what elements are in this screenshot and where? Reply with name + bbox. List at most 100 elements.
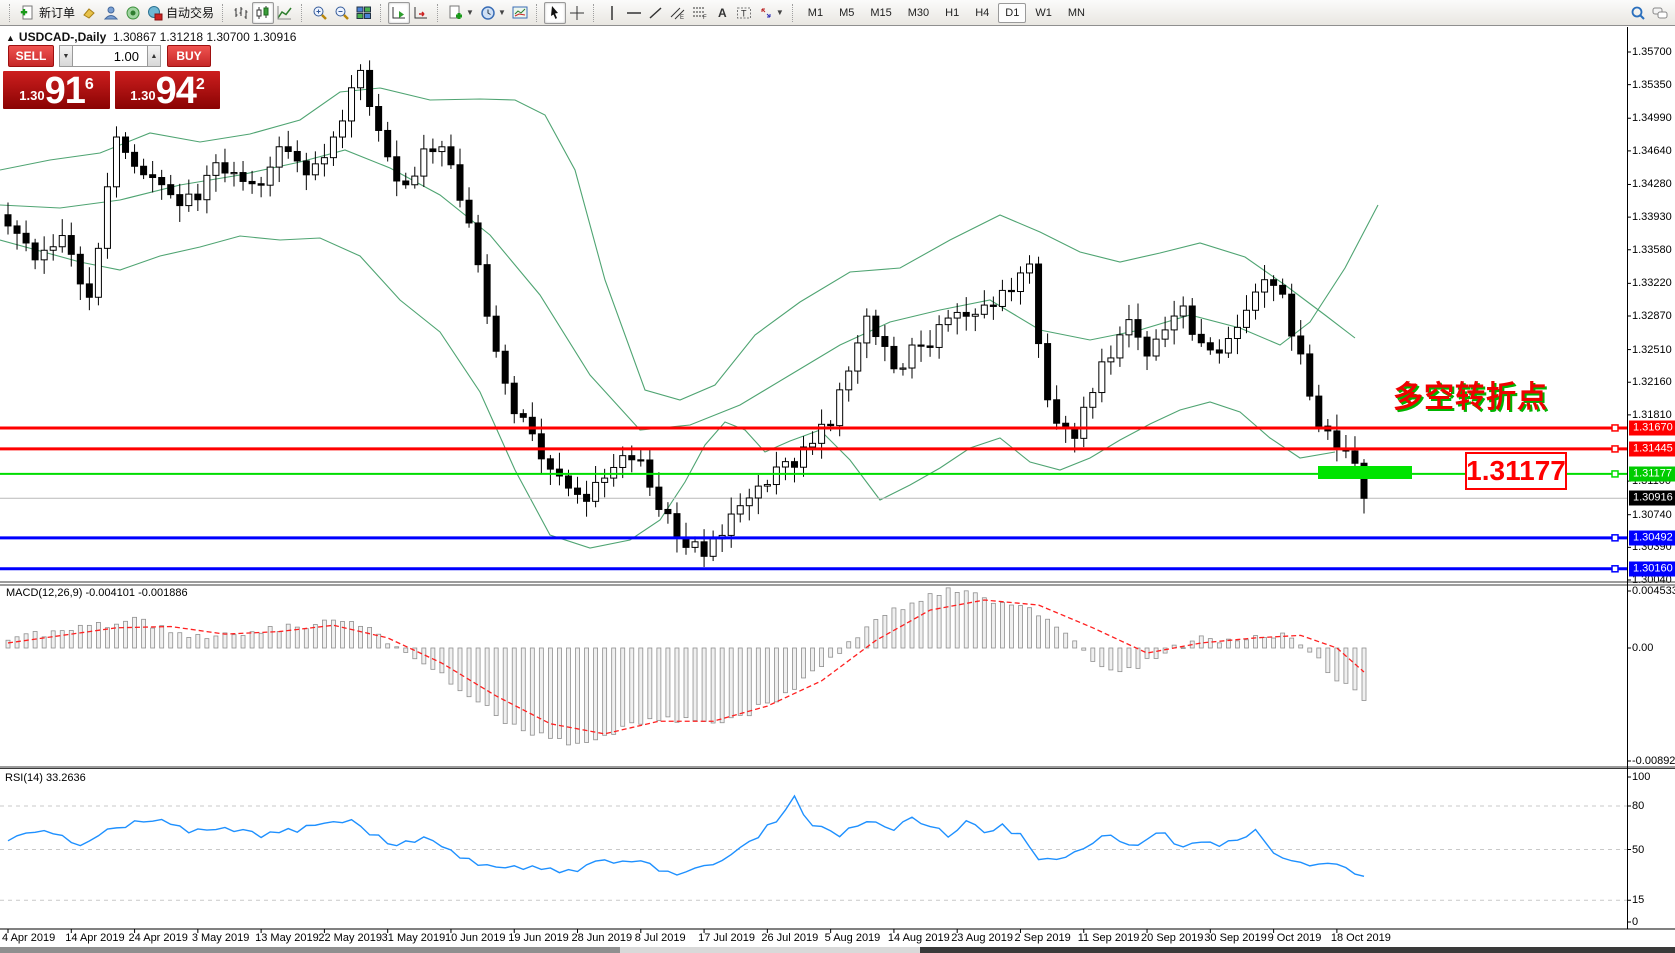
cursor-button[interactable] — [543, 1, 566, 24]
cursor-icon — [550, 5, 558, 19]
candle-body — [131, 151, 139, 167]
dropdown-arrow-icon[interactable]: ▼ — [775, 8, 784, 17]
text-button[interactable]: A — [711, 2, 733, 24]
timeframe-m15-button[interactable]: M15 — [870, 6, 892, 19]
line-chart-button[interactable] — [274, 2, 296, 24]
bottom-scrollbar[interactable] — [0, 947, 1675, 953]
dropdown-arrow-icon[interactable]: ▼ — [497, 8, 506, 17]
candle-body — [31, 242, 39, 261]
macd-histogram-bar — [249, 631, 255, 649]
volume-increase-button[interactable]: ▲ — [147, 45, 161, 67]
auto-scroll-button[interactable] — [388, 1, 411, 24]
profile-button[interactable] — [100, 2, 122, 24]
candle-body — [1071, 427, 1079, 439]
level-line-handle[interactable] — [1611, 534, 1619, 542]
fibonacci-button[interactable]: F — [689, 2, 711, 24]
indicators-button[interactable]: ▼ — [445, 2, 477, 24]
candle-body — [1080, 406, 1088, 439]
signal-button[interactable] — [122, 2, 144, 24]
candle-body — [1261, 279, 1269, 293]
macd-histogram-bar — [1343, 647, 1349, 684]
macd-histogram-bar — [1262, 637, 1267, 649]
level-line-handle[interactable] — [1611, 445, 1619, 453]
timeframe-w1-button[interactable]: W1 — [1035, 6, 1052, 19]
crosshair-button[interactable] — [566, 2, 588, 24]
tile-windows-button[interactable] — [353, 2, 375, 24]
collapse-triangle-icon[interactable]: ▲ — [6, 33, 15, 43]
candlestick-chart-button[interactable] — [252, 1, 275, 24]
arrows-button[interactable]: ▼ — [755, 2, 787, 24]
macd-histogram-bar — [801, 647, 806, 679]
templates-button[interactable] — [509, 2, 531, 24]
candle-body — [149, 174, 157, 179]
vline-icon — [611, 5, 613, 20]
macd-histogram-bar — [114, 623, 119, 649]
trendline-button[interactable] — [645, 2, 667, 24]
channel-button[interactable]: E — [667, 2, 689, 24]
level-line-handle[interactable] — [1611, 470, 1619, 478]
text-label-button[interactable]: T — [733, 2, 755, 24]
zoom-out-button[interactable] — [331, 2, 353, 24]
candle-body — [583, 493, 591, 502]
macd-label: MACD(12,26,9) -0.004101 -0.001886 — [6, 587, 188, 599]
scrollbar-thumb[interactable] — [620, 947, 920, 953]
level-line-handle[interactable] — [1611, 565, 1619, 573]
price-annotation-label[interactable]: 1.31177 — [1465, 452, 1567, 490]
bar-chart-button[interactable] — [230, 2, 252, 24]
horizontal-line-button[interactable] — [623, 2, 645, 24]
candle-body — [221, 162, 229, 174]
date-axis-label: 10 Jun 2019 — [444, 932, 506, 944]
new-order-button[interactable]: 新订单 — [17, 2, 78, 24]
chart-shift-button[interactable] — [410, 2, 432, 24]
svg-text:T: T — [741, 8, 747, 18]
sell-button[interactable]: SELL — [8, 45, 54, 67]
green-highlight-rectangle[interactable] — [1318, 466, 1412, 479]
macd-histogram-bar — [737, 647, 743, 716]
buy-button[interactable]: BUY — [167, 45, 211, 67]
new-order-button-label: 新订单 — [39, 6, 76, 20]
timeframe-h1-button[interactable]: H1 — [945, 6, 960, 19]
sell-price-panel[interactable]: 1.30 91 6 — [3, 71, 110, 110]
zoom-in-button[interactable] — [309, 2, 331, 24]
macd-histogram-bar — [105, 627, 110, 649]
zoom-out-icon — [335, 6, 349, 20]
vertical-line-button[interactable] — [601, 2, 623, 24]
search-icon — [1631, 6, 1645, 20]
candle-body — [854, 342, 862, 372]
macd-histogram-bar — [258, 632, 264, 649]
buy-price-panel[interactable]: 1.30 94 2 — [115, 71, 220, 110]
timeframe-m5-button[interactable]: M5 — [839, 6, 855, 19]
macd-histogram-bar — [557, 647, 562, 739]
level-line-handle[interactable] — [1611, 424, 1619, 432]
timeframe-mn-button[interactable]: MN — [1067, 6, 1085, 19]
eraser-tool-button[interactable] — [78, 2, 100, 24]
candle-body — [302, 160, 310, 176]
timeframe-d1-button[interactable]: D1 — [998, 2, 1027, 23]
macd-histogram-bar — [855, 637, 861, 649]
auto-trading-button[interactable]: 自动交易 — [144, 2, 217, 24]
dropdown-arrow-icon[interactable]: ▼ — [466, 8, 474, 17]
macd-histogram-bar — [475, 647, 481, 703]
macd-histogram-bar — [972, 592, 978, 649]
volume-input[interactable] — [73, 45, 147, 67]
chat-button[interactable] — [1649, 2, 1671, 24]
candle-body — [384, 129, 392, 158]
periods-button[interactable]: ▼ — [477, 2, 509, 24]
macd-histogram-bar — [936, 595, 942, 649]
timeframe-m30-button[interactable]: M30 — [907, 6, 930, 19]
candle-body — [447, 146, 455, 166]
candle-body — [1179, 305, 1187, 317]
volume-decrease-button[interactable]: ▼ — [59, 45, 73, 67]
timeframe-h4-button[interactable]: H4 — [975, 6, 990, 19]
macd-histogram-bar — [96, 622, 101, 649]
date-axis-label: 8 Jul 2019 — [634, 932, 686, 944]
search-button[interactable] — [1627, 2, 1649, 24]
timeframe-m1-button[interactable]: M1 — [807, 6, 824, 19]
macd-histogram-bar — [385, 643, 391, 649]
candle-body — [420, 148, 428, 177]
date-axis-label: 22 May 2019 — [318, 932, 382, 944]
macd-histogram-bar — [954, 592, 960, 649]
candle-body — [1215, 349, 1223, 354]
